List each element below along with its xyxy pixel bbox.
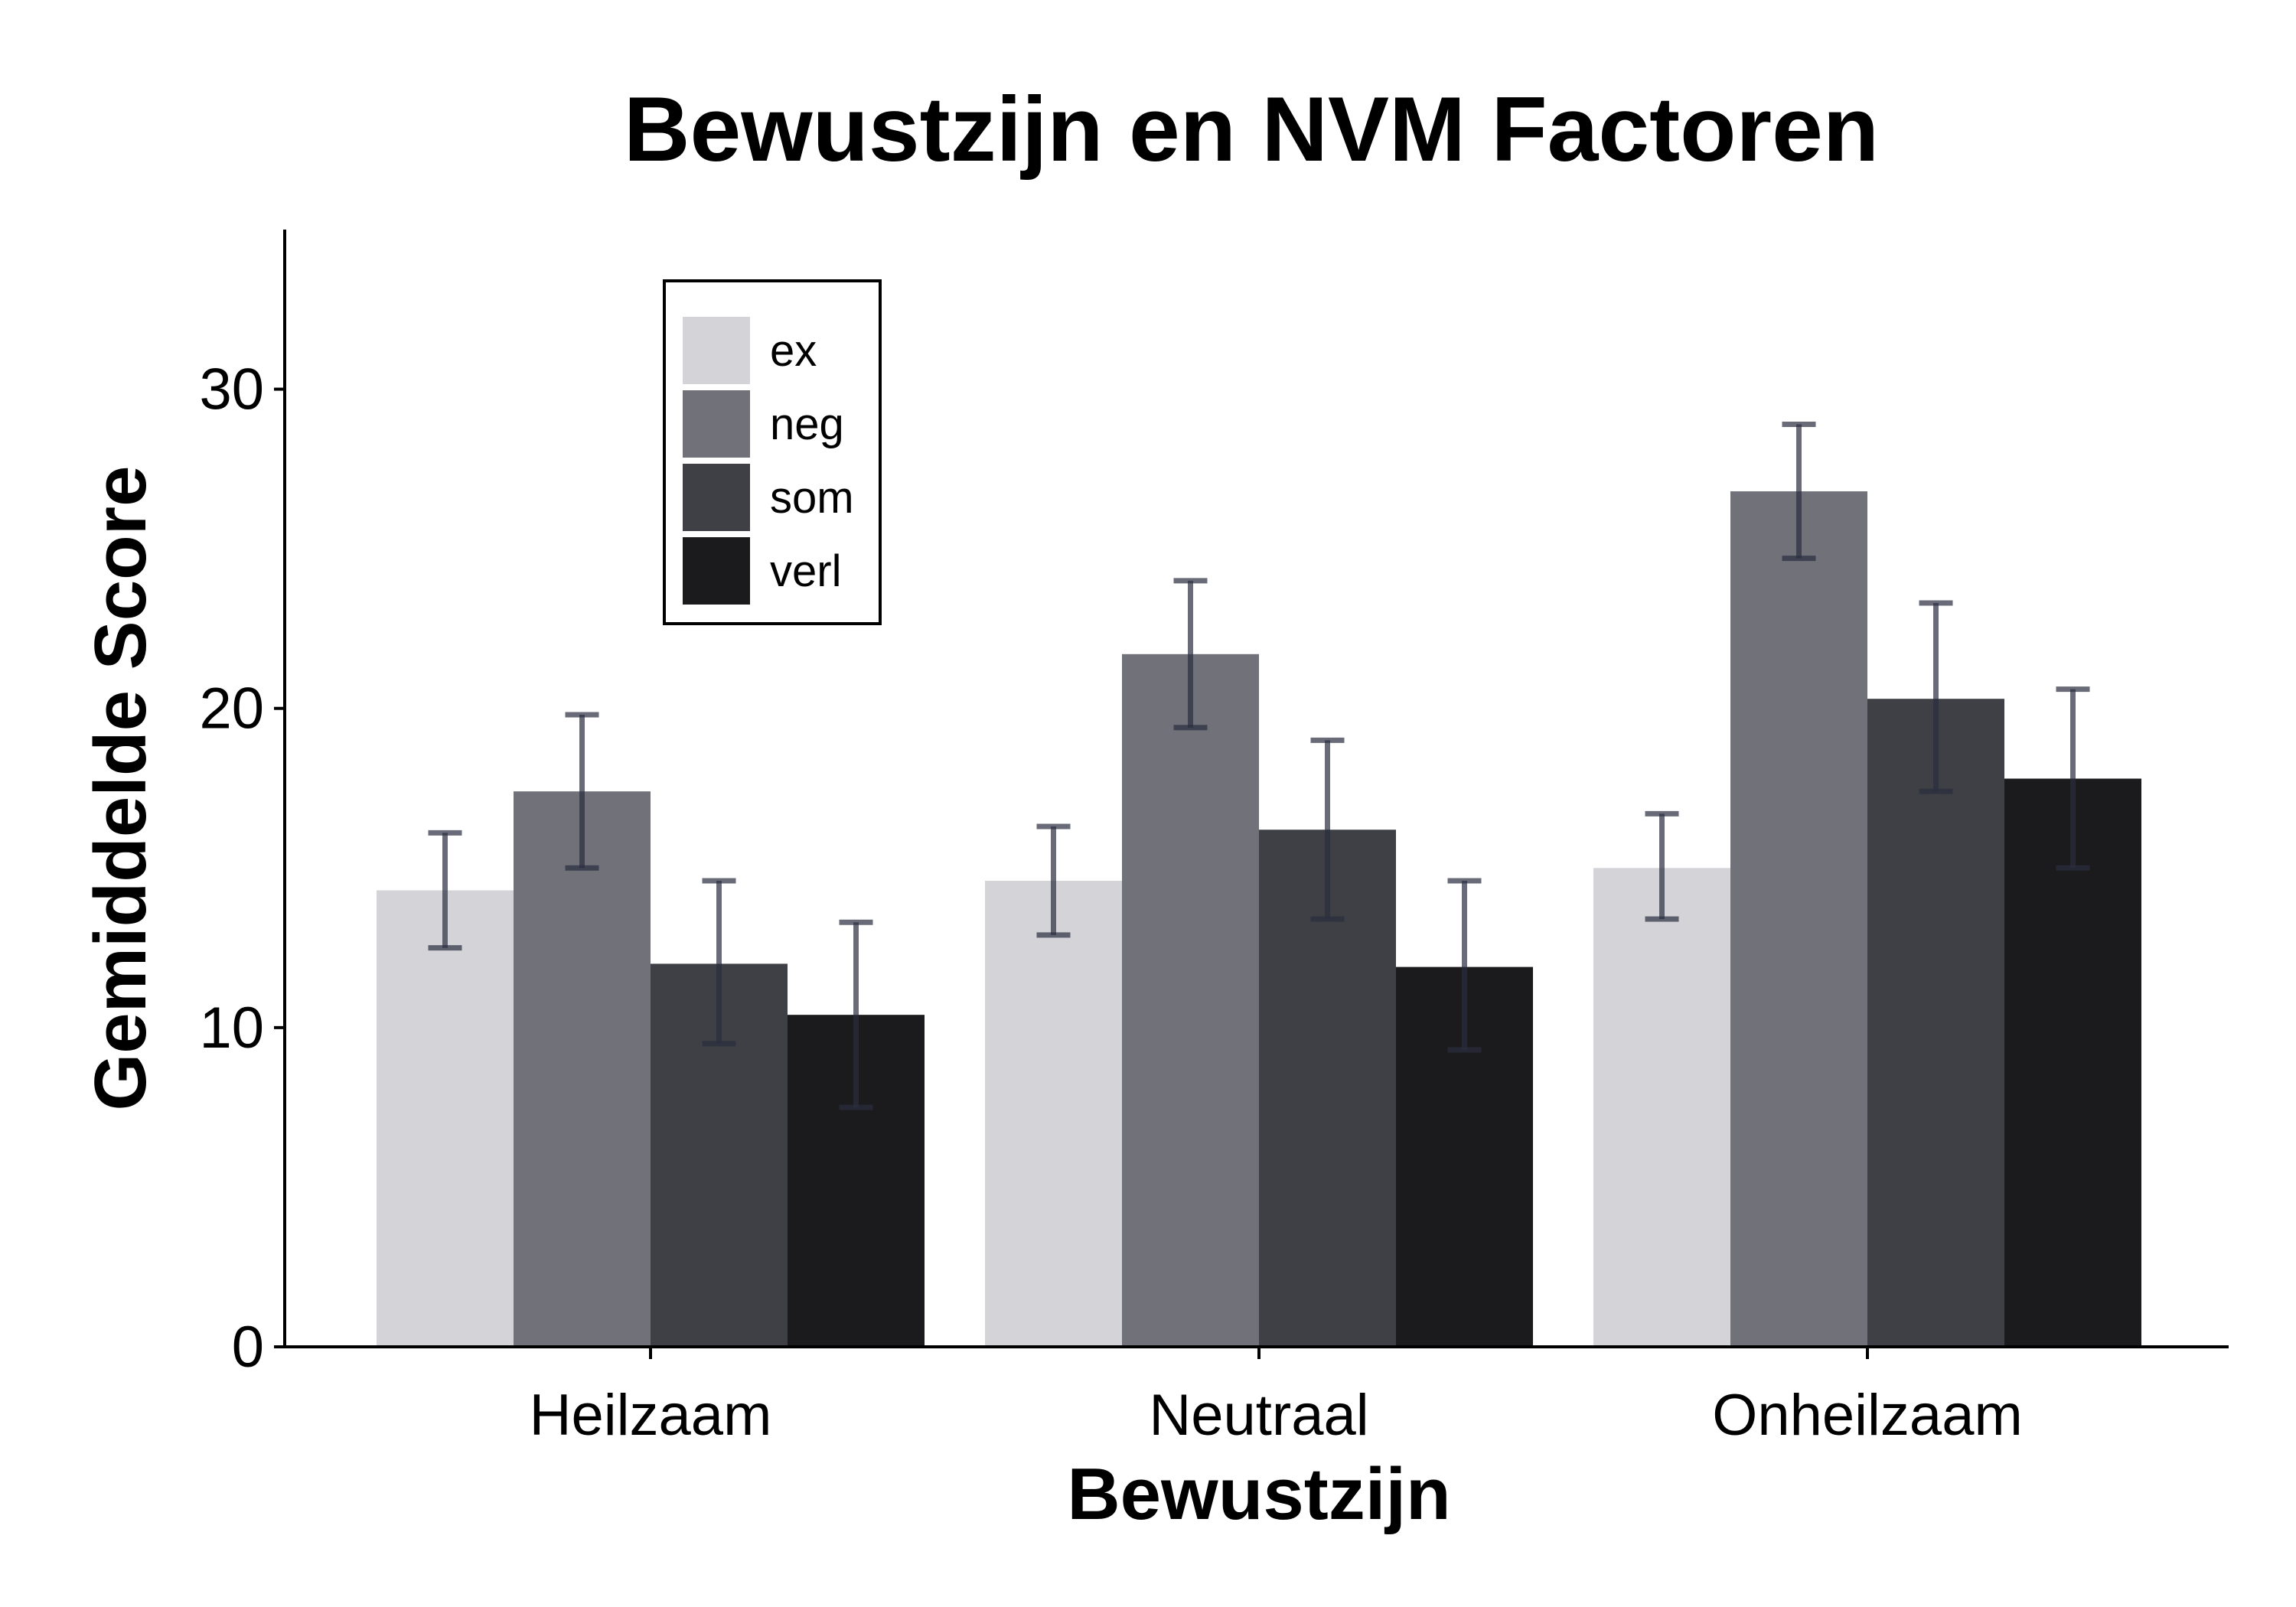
legend-swatch-som xyxy=(683,464,750,531)
bar-neg-Neutraal xyxy=(1122,654,1259,1347)
legend-swatch-ex xyxy=(683,317,750,384)
chart-title: Bewustzijn en NVM Factoren xyxy=(624,78,1879,181)
x-tick-label: Onheilzaam xyxy=(1712,1383,2023,1448)
bar-neg-Heilzaam xyxy=(514,791,651,1347)
legend-swatch-verl xyxy=(683,537,750,605)
error-bar-som-Heilzaam xyxy=(702,878,736,1047)
x-axis-title: Bewustzijn xyxy=(1067,1453,1450,1535)
y-axis-ticks: 0 10 20 30 xyxy=(199,357,285,1380)
y-axis-title: Gemiddelde Score xyxy=(80,466,161,1111)
error-bar-verl-Heilzaam xyxy=(839,919,873,1110)
error-bar-ex-Onheilzaam xyxy=(1645,810,1679,922)
y-tick-label: 10 xyxy=(199,996,264,1061)
bar-neg-Onheilzaam xyxy=(1730,491,1867,1347)
y-tick-label: 30 xyxy=(199,357,264,422)
bar-verl-Onheilzaam xyxy=(2004,778,2141,1347)
error-bar-verl-Onheilzaam xyxy=(2056,686,2090,871)
bar-ex-Neutraal xyxy=(985,880,1122,1347)
error-bar-som-Neutraal xyxy=(1310,737,1345,922)
error-bar-verl-Neutraal xyxy=(1447,878,1482,1053)
legend-label-verl: verl xyxy=(770,546,841,596)
legend-label-som: som xyxy=(770,473,854,523)
x-axis-ticks: Heilzaam Neutraal Onheilzaam xyxy=(530,1347,2023,1448)
bar-ex-Onheilzaam xyxy=(1593,868,1730,1347)
legend-swatch-neg xyxy=(683,390,750,458)
legend: ex neg som verl xyxy=(663,279,882,625)
error-bar-ex-Neutraal xyxy=(1036,823,1071,938)
y-tick-label: 20 xyxy=(199,676,264,742)
error-bar-neg-Neutraal xyxy=(1173,578,1208,731)
legend-label-neg: neg xyxy=(770,399,844,449)
x-tick-label: Heilzaam xyxy=(530,1383,772,1448)
y-tick-label: 0 xyxy=(232,1315,264,1380)
plot-area xyxy=(377,421,2141,1347)
legend-label-ex: ex xyxy=(770,326,817,376)
error-bar-som-Onheilzaam xyxy=(1919,600,1953,794)
x-tick-label: Neutraal xyxy=(1149,1383,1368,1448)
error-bar-neg-Heilzaam xyxy=(565,712,599,871)
bar-ex-Heilzaam xyxy=(377,890,514,1347)
error-bar-ex-Heilzaam xyxy=(428,830,462,951)
error-bar-neg-Onheilzaam xyxy=(1782,421,1816,562)
bar-som-Onheilzaam xyxy=(1867,699,2004,1347)
